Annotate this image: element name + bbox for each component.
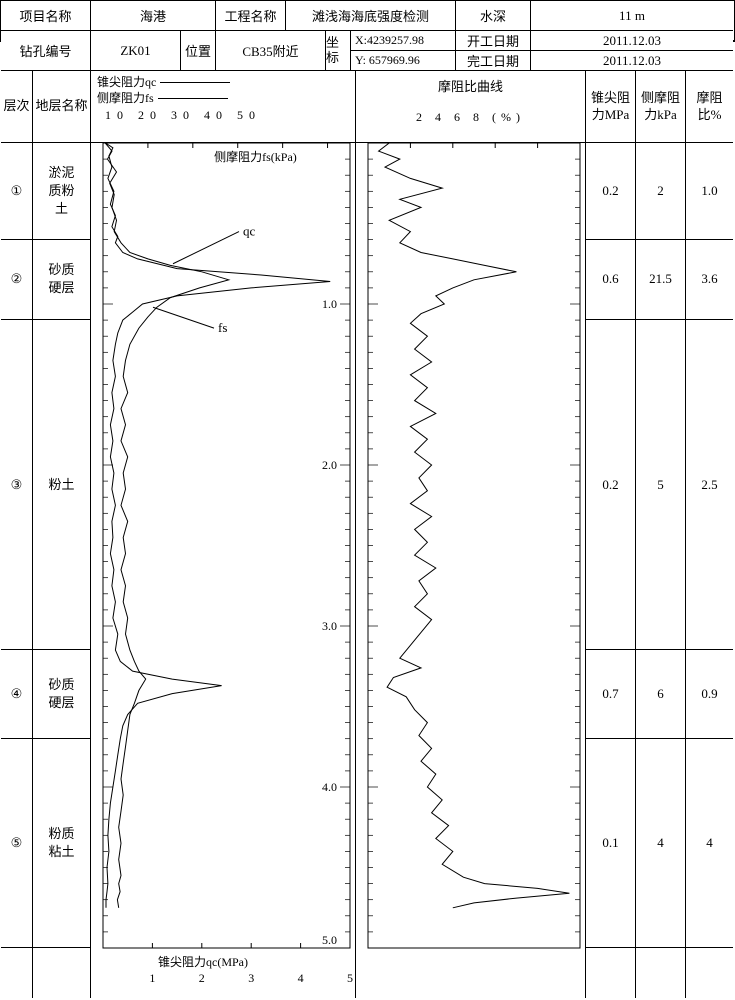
ratio-chart: [356, 143, 586, 998]
hdr-bore-lbl: 钻孔编号: [1, 31, 91, 70]
body-area: ①②③④⑤ 淤泥 质粉 土砂质 硬层粉土砂质 硬层粉质 粘土 侧摩阻力fs(kP…: [1, 143, 733, 998]
layer-cell: ③: [1, 320, 32, 650]
legend-fs-line: [158, 98, 228, 99]
layer-cell: 0.2: [586, 320, 635, 650]
layer-cell: 0.7: [586, 650, 635, 739]
svg-text:侧摩阻力fs(kPa): 侧摩阻力fs(kPa): [214, 149, 297, 164]
coord-x: X:4239257.98: [351, 31, 455, 51]
legend-fs: 侧摩阻力fs: [97, 91, 154, 107]
svg-text:2: 2: [199, 971, 205, 985]
svg-text:3: 3: [248, 971, 254, 985]
col-chart1-header: 锥尖阻力qc 侧摩阻力fs 10 20 30 40 50: [91, 71, 356, 142]
svg-text:3.0: 3.0: [322, 619, 337, 633]
layer-cell: 4: [686, 739, 733, 948]
hdr-pos-lbl: 位置: [181, 31, 216, 70]
hdr-projname-lbl: 项目名称: [1, 1, 91, 30]
column-headers: 层次 地层名称 锥尖阻力qc 侧摩阻力fs 10 20 30 40 50 摩阻比…: [1, 71, 733, 143]
legend-qc-line: [160, 82, 230, 83]
qc-fs-chart: 侧摩阻力fs(kPa) 1.0 2.0 3.0 4.0 5.0 qc fs 锥尖阻力qc(MPa…: [91, 143, 356, 998]
layer-cell: 粉质 粘土: [33, 739, 90, 948]
svg-text:4: 4: [298, 971, 304, 985]
layer-name-column: 淤泥 质粉 土砂质 硬层粉土砂质 硬层粉质 粘土: [33, 143, 91, 998]
layer-cell: 0.2: [586, 143, 635, 240]
layer-cell: 0.9: [686, 650, 733, 739]
col-layer-name: 地层名称: [33, 71, 91, 142]
layer-cell: 2: [636, 143, 685, 240]
svg-text:5: 5: [347, 971, 353, 985]
hdr-projname-val: 海港: [91, 1, 216, 30]
svg-text:5.0: 5.0: [322, 933, 337, 947]
hdr-engname-val: 滩浅海海底强度检测: [286, 1, 456, 30]
layer-cell: 21.5: [636, 240, 685, 321]
hdr-bore-val: ZK01: [91, 31, 181, 70]
layer-cell: ②: [1, 240, 32, 321]
layer-cell: 6: [636, 650, 685, 739]
hdr-depth-lbl: 水深: [456, 1, 531, 30]
coord-y: Y: 657969.96: [351, 51, 455, 70]
layer-cell: ①: [1, 143, 32, 240]
layer-cell: 0.1: [586, 739, 635, 948]
legend-qc: 锥尖阻力qc: [97, 75, 156, 91]
layer-cell: 4: [636, 739, 685, 948]
col-layer-no: 层次: [1, 71, 33, 142]
hdr-coord-lbl: 坐标: [326, 31, 351, 70]
layer-cell: 3.6: [686, 240, 733, 321]
layer-cell: 5: [636, 320, 685, 650]
hdr-engname-lbl: 工程名称: [216, 1, 286, 30]
svg-text:1.0: 1.0: [322, 297, 337, 311]
ratio-value-column: 1.03.62.50.94: [686, 143, 733, 998]
col-qc: 锥尖阻力MPa: [586, 71, 636, 142]
chart1-column: 侧摩阻力fs(kPa) 1.0 2.0 3.0 4.0 5.0 qc fs 锥尖阻力qc(MPa…: [91, 143, 356, 998]
top-axis-ticks: 10 20 30 40 50: [97, 108, 261, 124]
layer-cell: ④: [1, 650, 32, 739]
svg-text:qc: qc: [243, 224, 256, 239]
hdr-dates-lbl: 开工日期 完工日期: [456, 31, 531, 70]
hdr-coord-vals: X:4239257.98 Y: 657969.96: [351, 31, 456, 70]
hdr-pos-val: CB35附近: [216, 31, 326, 70]
layer-no-column: ①②③④⑤: [1, 143, 33, 998]
svg-text:锥尖阻力qc(MPa): 锥尖阻力qc(MPa): [158, 955, 248, 969]
col-ratio: 摩阻比%: [686, 71, 733, 142]
layer-cell: ⑤: [1, 739, 32, 948]
layer-cell: 砂质 硬层: [33, 650, 90, 739]
layer-cell: 2.5: [686, 320, 733, 650]
svg-text:fs: fs: [218, 320, 227, 335]
svg-text:4.0: 4.0: [322, 780, 337, 794]
layer-cell: 粉土: [33, 320, 90, 650]
layer-cell: 淤泥 质粉 土: [33, 143, 90, 240]
hdr-dates-val: 2011.12.03 2011.12.03: [531, 31, 733, 70]
layer-cell: 1.0: [686, 143, 733, 240]
ratio-ticks: 2 4 6 8 (%): [416, 110, 525, 126]
layer-cell: 0.6: [586, 240, 635, 321]
hdr-depth-val: 11 m: [531, 1, 733, 30]
qc-value-column: 0.20.60.20.70.1: [586, 143, 636, 998]
layer-cell: 砂质 硬层: [33, 240, 90, 321]
fs-value-column: 221.5564: [636, 143, 686, 998]
chart2-column: [356, 143, 586, 998]
col-fs: 侧摩阻力kPa: [636, 71, 686, 142]
borehole-log-sheet: 项目名称 海港 工程名称 滩浅海海底强度检测 水深 11 m 开工日期 2011…: [0, 0, 735, 42]
svg-text:2.0: 2.0: [322, 458, 337, 472]
svg-text:1: 1: [149, 971, 155, 985]
ratio-title: 摩阻比曲线: [438, 79, 503, 96]
col-chart2-header: 摩阻比曲线 2 4 6 8 (%): [356, 71, 586, 142]
